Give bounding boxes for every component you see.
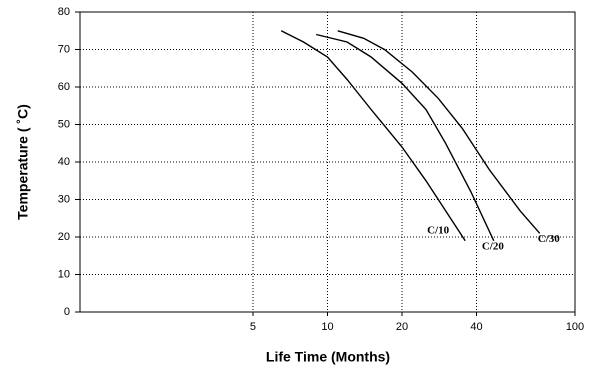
series-label: C/30 xyxy=(538,233,561,245)
series-label: C/10 xyxy=(427,224,450,236)
y-tick-label: 20 xyxy=(58,231,70,243)
x-tick-label: 5 xyxy=(250,321,256,333)
x-tick-label: 100 xyxy=(566,321,584,333)
y-tick-label: 80 xyxy=(58,6,70,18)
x-axis-title: Life Time (Months) xyxy=(266,349,390,365)
y-axis-title: Temperature ( ˚C) xyxy=(15,104,31,220)
y-tick-label: 0 xyxy=(64,306,70,318)
y-tick-label: 40 xyxy=(58,156,70,168)
y-tick-label: 60 xyxy=(58,81,70,93)
y-tick-label: 70 xyxy=(58,43,70,55)
series-label: C/20 xyxy=(482,240,505,252)
series-line xyxy=(337,30,541,234)
y-tick-label: 30 xyxy=(58,193,70,205)
x-tick-label: 40 xyxy=(470,321,482,333)
x-tick-label: 20 xyxy=(396,321,408,333)
x-tick-label: 10 xyxy=(321,321,333,333)
series-line xyxy=(280,30,466,242)
y-tick-label: 10 xyxy=(58,268,70,280)
y-tick-label: 50 xyxy=(58,118,70,130)
series-line xyxy=(316,33,495,242)
